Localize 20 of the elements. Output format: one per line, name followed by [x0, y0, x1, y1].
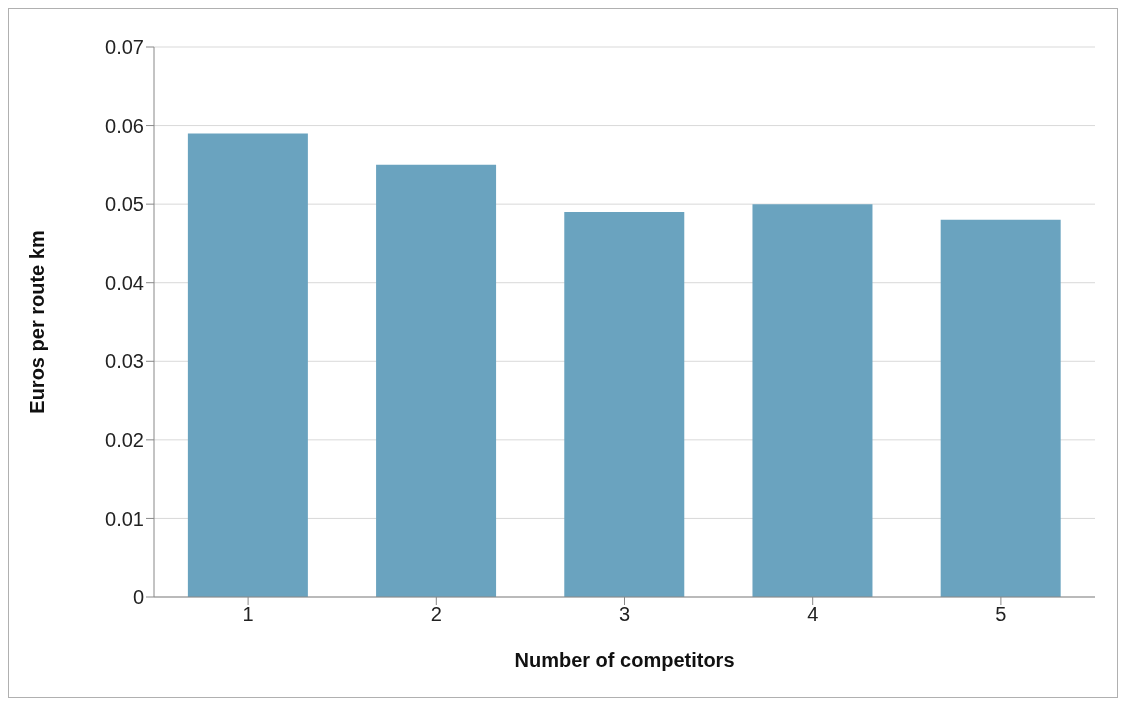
y-tick-label: 0.02	[105, 428, 144, 451]
x-tick-label: 4	[807, 603, 819, 626]
x-tick-label: 5	[995, 603, 1007, 626]
y-tick-label: 0.04	[105, 271, 144, 294]
y-tick-label: 0	[132, 586, 144, 609]
x-tick-label: 3	[618, 603, 631, 626]
bar	[752, 204, 873, 597]
y-axis-title: Euros per route km	[26, 230, 49, 414]
x-tick-label: 1	[242, 603, 254, 626]
x-tick-label: 2	[430, 603, 442, 626]
x-axis-title: Number of competitors	[514, 649, 735, 671]
y-tick-label: 0.03	[105, 350, 144, 373]
bar	[940, 219, 1061, 597]
bar	[564, 212, 685, 597]
y-tick-label: 0.06	[105, 114, 144, 137]
bar	[376, 164, 497, 597]
y-tick-label: 0.05	[105, 193, 144, 216]
y-tick-label: 0.01	[105, 507, 144, 530]
bar	[187, 133, 308, 597]
y-tick-label: 0.07	[105, 36, 144, 59]
